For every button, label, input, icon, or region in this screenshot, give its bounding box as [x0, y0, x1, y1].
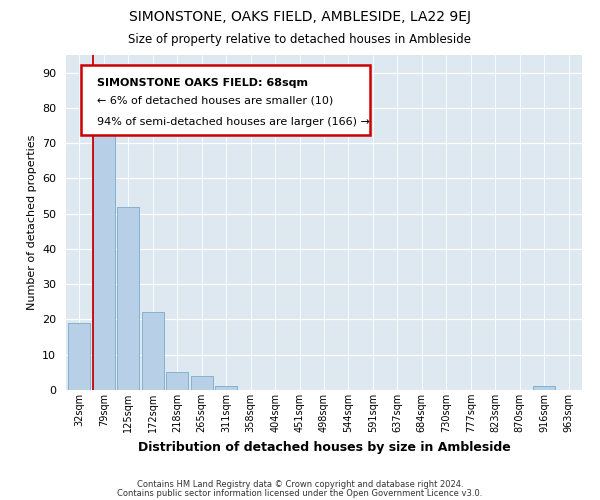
- Bar: [68, 323, 91, 390]
- Y-axis label: Number of detached properties: Number of detached properties: [26, 135, 37, 310]
- Text: Contains public sector information licensed under the Open Government Licence v3: Contains public sector information licen…: [118, 488, 482, 498]
- Bar: [82, 65, 370, 136]
- Bar: [93, 126, 115, 390]
- Text: SIMONSTONE, OAKS FIELD, AMBLESIDE, LA22 9EJ: SIMONSTONE, OAKS FIELD, AMBLESIDE, LA22 …: [129, 10, 471, 24]
- X-axis label: Distribution of detached houses by size in Ambleside: Distribution of detached houses by size …: [137, 440, 511, 454]
- Text: SIMONSTONE OAKS FIELD: 68sqm: SIMONSTONE OAKS FIELD: 68sqm: [97, 78, 308, 88]
- Bar: [215, 386, 237, 390]
- Bar: [166, 372, 188, 390]
- Bar: [191, 376, 213, 390]
- Text: Contains HM Land Registry data © Crown copyright and database right 2024.: Contains HM Land Registry data © Crown c…: [137, 480, 463, 489]
- Text: 94% of semi-detached houses are larger (166) →: 94% of semi-detached houses are larger (…: [97, 117, 370, 127]
- Bar: [142, 312, 164, 390]
- Text: ← 6% of detached houses are smaller (10): ← 6% of detached houses are smaller (10): [97, 95, 333, 105]
- Bar: [118, 206, 139, 390]
- Text: Size of property relative to detached houses in Ambleside: Size of property relative to detached ho…: [128, 32, 472, 46]
- Bar: [533, 386, 555, 390]
